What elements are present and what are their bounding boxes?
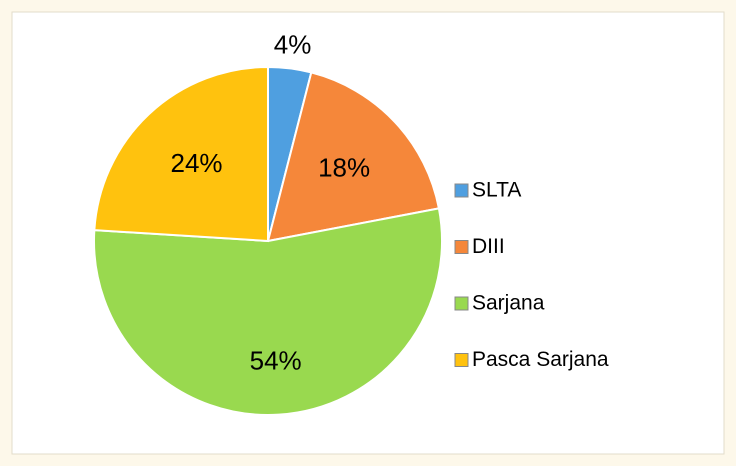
legend-swatch [454,353,469,367]
pie-slice [266,71,441,243]
legend-label: DIII [472,235,505,258]
legend-swatch [454,240,469,254]
pie-slice [93,65,269,243]
legend-swatch [454,183,469,198]
legend-label: Sarjana [472,292,545,315]
pie-slice [93,207,443,416]
legend-label: Pasca Sarjana [472,348,609,371]
legend-label: SLTA [472,179,521,202]
data-label: 24% [171,148,223,178]
data-label: 4% [274,29,312,59]
legend-swatch [454,296,469,311]
data-label: 18% [318,152,370,182]
data-label: 54% [250,345,302,375]
